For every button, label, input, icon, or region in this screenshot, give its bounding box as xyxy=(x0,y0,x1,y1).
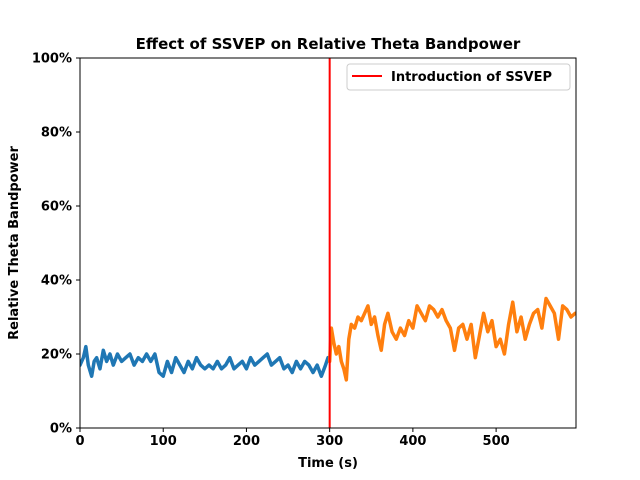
y-axis-label: Relative Theta Bandpower xyxy=(7,146,22,340)
chart-title: Effect of SSVEP on Relative Theta Bandpo… xyxy=(136,35,521,53)
y-tick-label: 60% xyxy=(41,200,72,215)
series-line-1 xyxy=(80,344,330,378)
plot-area xyxy=(79,57,577,429)
series-layer xyxy=(80,296,576,382)
x-tick-label: 100 xyxy=(150,434,177,449)
x-axis-label: Time (s) xyxy=(298,456,358,471)
legend: Introduction of SSVEP xyxy=(346,63,571,91)
y-tick-label: 20% xyxy=(41,348,72,363)
x-tick-label: 0 xyxy=(75,434,84,449)
y-tick-label: 100% xyxy=(32,52,72,67)
y-tick-label: 40% xyxy=(41,274,72,289)
plot-frame xyxy=(79,57,577,429)
legend-label-ssvep: Introduction of SSVEP xyxy=(391,70,552,85)
y-axis-ticks: 0% 20% 40% 60% 80% 100% xyxy=(32,52,80,437)
x-axis-ticks: 0 100 200 300 400 500 xyxy=(75,428,510,449)
x-tick-label: 400 xyxy=(399,434,426,449)
x-tick-label: 300 xyxy=(316,434,343,449)
series-line-2 xyxy=(327,296,576,382)
x-tick-label: 200 xyxy=(233,434,260,449)
x-tick-label: 500 xyxy=(483,434,510,449)
y-tick-label: 80% xyxy=(41,126,72,141)
y-tick-label: 0% xyxy=(50,422,72,437)
legend-box xyxy=(346,63,571,91)
